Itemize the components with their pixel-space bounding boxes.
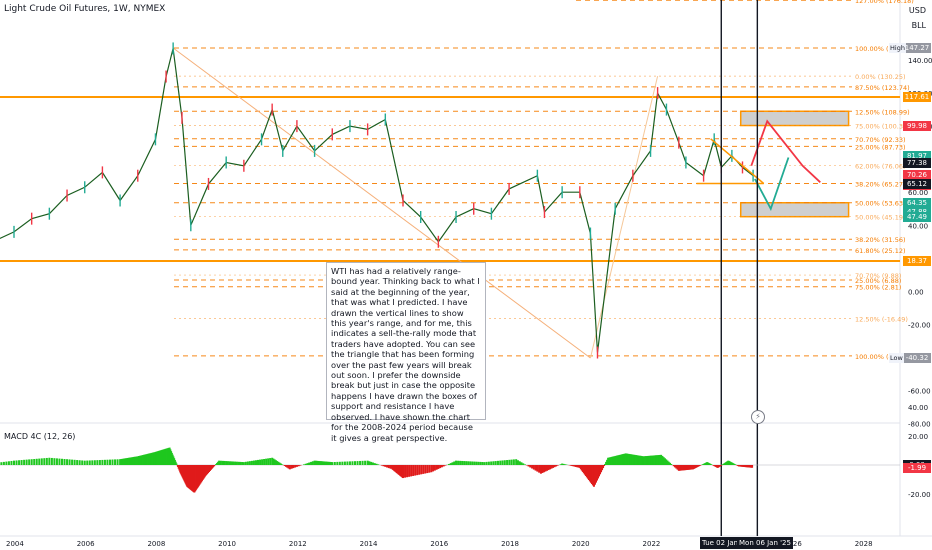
fib-level-label: 38.20% (31.56) <box>855 236 906 244</box>
fib-level-label: 12.50% (108.99) <box>855 108 910 116</box>
price-axis-tag: 147.27 <box>903 43 931 53</box>
date-tag-end: Mon 06 Jan '25 <box>737 537 793 549</box>
bearish-projection-arrow <box>750 119 821 183</box>
price-axis-tag: 117.61 <box>903 92 931 102</box>
time-tick-label: 2008 <box>147 540 165 548</box>
price-axis-tag: 65.12 <box>903 178 931 189</box>
fib-level-label: 61.80% (25.12) <box>855 247 906 255</box>
time-tick-label: 2022 <box>643 540 661 548</box>
bullish-projection-arrow <box>754 157 790 211</box>
currency-label[interactable]: USD <box>908 6 926 15</box>
price-axis-tag: 18.37 <box>903 256 931 266</box>
fib-level-label: 50.00% (45.19) <box>855 214 906 222</box>
time-tick-label: 2018 <box>501 540 519 548</box>
time-tick-label: 2004 <box>6 540 24 548</box>
price-tick-label: -20.00 <box>908 321 931 329</box>
annotation-note[interactable]: WTI has had a relatively range-bound yea… <box>326 262 486 443</box>
time-tick-label: 2026 <box>784 540 802 548</box>
price-tick-label: 0.00 <box>908 288 924 296</box>
price-axis-tag: 99.98 <box>903 121 931 132</box>
fib-level-label: 75.00% (100.36) <box>855 123 910 131</box>
unit-label[interactable]: BLL <box>911 21 926 30</box>
fib-level-label: 70.70% (92.33) <box>855 136 906 144</box>
chart-title: Light Crude Oil Futures, 1W, NYMEX <box>4 4 166 14</box>
date-tag-start: Tue 02 Jan <box>700 537 741 549</box>
price-axis-tag: 77.38 <box>903 158 931 169</box>
price-axis-tag: 47.49 <box>903 211 931 222</box>
fib-level-label: 12.50% (-16.49) <box>855 316 908 324</box>
fib-level-label: 62.00% (76.06) <box>855 163 906 171</box>
fib-level-label: 100.00% (147.27) <box>855 45 914 53</box>
time-tick-label: 2014 <box>360 540 378 548</box>
price-axis-tag: 64.35 <box>903 197 931 208</box>
macd-tick-label: -20.00 <box>908 491 931 499</box>
price-axis-tag: 70.26 <box>903 170 931 181</box>
extreme-label: High <box>889 43 906 53</box>
fib-level-label: 100.00% (-39. <box>855 353 901 361</box>
fib-level-label: 127.00% (176.18) <box>855 0 914 5</box>
triangle-upper-line <box>710 138 765 185</box>
fib-level-label: 87.50% (123.74) <box>855 84 910 92</box>
fib-level-label: 50.00% (53.63) <box>855 200 906 208</box>
fib-level-label: 38.20% (65.27) <box>855 181 906 189</box>
time-tick-label: 2006 <box>77 540 95 548</box>
fib-level-label: 25.00% (87.73) <box>855 143 906 151</box>
time-tick-label: 2012 <box>289 540 307 548</box>
fib-trend-line-2 <box>589 76 659 359</box>
time-tick-label: 2010 <box>218 540 236 548</box>
price-axis-tag: -40.32 <box>903 353 931 363</box>
price-axis-tag: -1.99 <box>903 462 931 473</box>
fib-level-label: 70.70% (9.88) <box>855 272 901 280</box>
time-tick-label: 2028 <box>855 540 873 548</box>
price-tick-label: 60.00 <box>908 189 928 197</box>
macd-title: MACD 4C (12, 26) <box>4 432 76 441</box>
price-tick-label: 40.00 <box>908 222 928 230</box>
macd-tick-label: 40.00 <box>908 404 928 412</box>
fib-level-label: 25.00% (6.88) <box>855 277 901 285</box>
fib-trend-line <box>172 47 591 359</box>
price-tick-label: -80.00 <box>908 421 931 429</box>
price-axis-tag: 81.97 <box>903 150 931 161</box>
event-marker-icon[interactable]: ⚡ <box>751 410 765 424</box>
time-tick-label: 2016 <box>430 540 448 548</box>
price-tick-label: -60.00 <box>908 388 931 396</box>
price-tick-label: 140.00 <box>908 57 932 65</box>
macd-tick-label: 20.00 <box>908 433 928 441</box>
extreme-label: Low <box>889 353 904 363</box>
fib-level-label: 0.00% (130.25) <box>855 73 906 81</box>
time-tick-label: 2020 <box>572 540 590 548</box>
fib-level-label: 75.00% (2.81) <box>855 284 901 292</box>
